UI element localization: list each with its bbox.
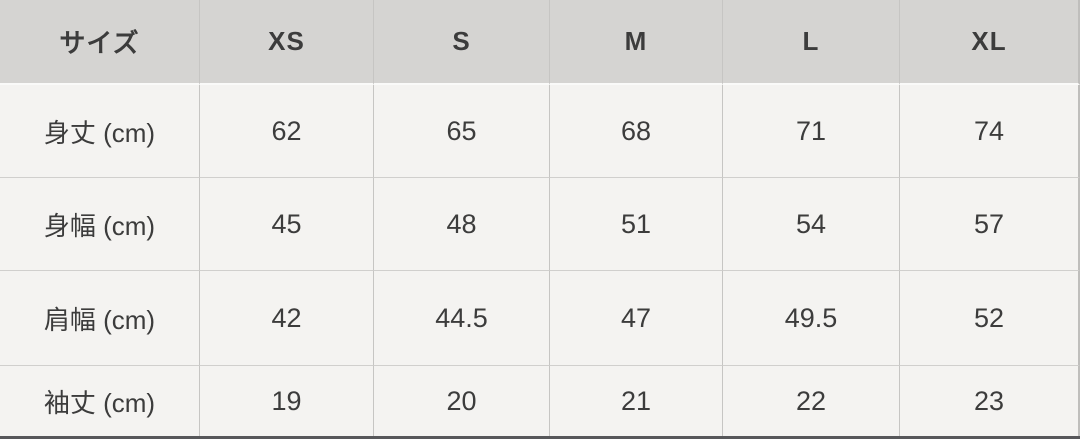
header-cell-xs: XS (200, 0, 374, 85)
table-cell: 48 (374, 177, 550, 270)
table-row-body-width: 身幅 (cm) 45 48 51 54 57 (0, 177, 1080, 270)
table-row-body-length: 身丈 (cm) 62 65 68 71 74 (0, 85, 1080, 177)
table-cell: 57 (900, 177, 1080, 270)
table-cell: 49.5 (723, 270, 900, 365)
table-cell: 20 (374, 365, 550, 436)
table-cell: 23 (900, 365, 1080, 436)
header-cell-l: L (723, 0, 900, 85)
table-cell: 68 (550, 85, 723, 177)
table-cell: 22 (723, 365, 900, 436)
table-cell: 52 (900, 270, 1080, 365)
header-cell-m: M (550, 0, 723, 85)
table-cell: 21 (550, 365, 723, 436)
table-cell: 65 (374, 85, 550, 177)
table-cell: 62 (200, 85, 374, 177)
table-cell: 74 (900, 85, 1080, 177)
row-label: 袖丈 (cm) (0, 365, 200, 436)
row-label: 身幅 (cm) (0, 177, 200, 270)
table-cell: 47 (550, 270, 723, 365)
table-cell: 44.5 (374, 270, 550, 365)
table-cell: 71 (723, 85, 900, 177)
table-row-sleeve-length: 袖丈 (cm) 19 20 21 22 23 (0, 365, 1080, 436)
table-cell: 54 (723, 177, 900, 270)
table-header-row: サイズ XS S M L XL (0, 0, 1080, 85)
table-cell: 51 (550, 177, 723, 270)
table-cell: 42 (200, 270, 374, 365)
header-cell-s: S (374, 0, 550, 85)
table-body: 身丈 (cm) 62 65 68 71 74 身幅 (cm) 45 48 51 … (0, 85, 1080, 436)
header-cell-size-label: サイズ (0, 0, 200, 85)
row-label: 肩幅 (cm) (0, 270, 200, 365)
table-row-shoulder-width: 肩幅 (cm) 42 44.5 47 49.5 52 (0, 270, 1080, 365)
table-cell: 19 (200, 365, 374, 436)
table-header: サイズ XS S M L XL (0, 0, 1080, 85)
row-label: 身丈 (cm) (0, 85, 200, 177)
table-cell: 45 (200, 177, 374, 270)
header-cell-xl: XL (900, 0, 1080, 85)
